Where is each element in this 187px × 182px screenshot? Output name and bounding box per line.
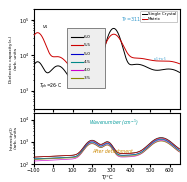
- Text: $T_P$=311$\cdot$C: $T_P$=311$\cdot$C: [121, 15, 146, 23]
- Text: After detachment: After detachment: [92, 149, 133, 154]
- Legend: Single Crystal, Matrix: Single Crystal, Matrix: [140, 11, 177, 22]
- FancyBboxPatch shape: [67, 28, 105, 88]
- Text: 5.5: 5.5: [84, 43, 91, 47]
- Text: 5.0: 5.0: [84, 52, 91, 56]
- Text: $\nu_1$: $\nu_1$: [42, 23, 49, 31]
- Text: $T_{ph}$=26$\cdot$C: $T_{ph}$=26$\cdot$C: [39, 82, 63, 92]
- Y-axis label: Dielectric capacity(εᵣ)
/arb. units: Dielectric capacity(εᵣ) /arb. units: [9, 35, 18, 83]
- Y-axis label: Intensity(I)
/arb. units: Intensity(I) /arb. units: [9, 126, 18, 150]
- Text: 4.5: 4.5: [84, 60, 91, 64]
- X-axis label: T/°C: T/°C: [101, 174, 112, 179]
- Text: 4.0: 4.0: [84, 68, 91, 72]
- Text: $\nu_5$: $\nu_5$: [92, 55, 99, 63]
- Text: 6.0: 6.0: [84, 35, 91, 39]
- Text: 3.5: 3.5: [84, 76, 91, 80]
- Text: Wavenumber (cm$^{-1}$): Wavenumber (cm$^{-1}$): [89, 118, 139, 128]
- Text: $\nu_1$+$\nu_5$: $\nu_1$+$\nu_5$: [153, 55, 167, 63]
